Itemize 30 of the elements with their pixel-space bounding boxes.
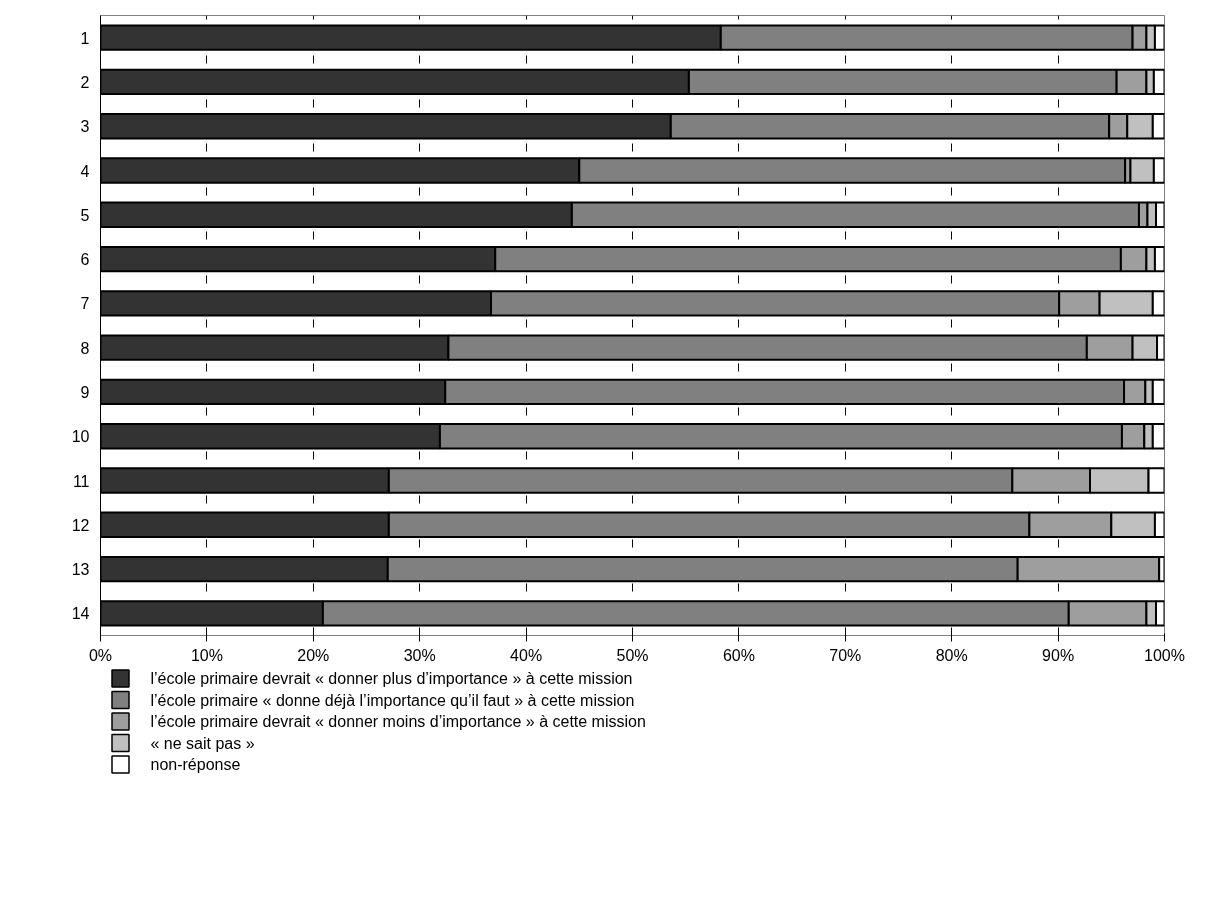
- y-tick-label: 12: [71, 516, 90, 534]
- y-tick-label: 14: [71, 605, 90, 623]
- x-tick-label: 90%: [1042, 646, 1075, 664]
- legend-label: l’école primaire devrait « donner plus d’importance » à cette mission: [150, 670, 633, 687]
- x-tick-label: 50%: [616, 646, 649, 664]
- x-tick-label: 100%: [1144, 646, 1185, 664]
- x-tick-label: 30%: [403, 646, 436, 664]
- x-tick-label: 70%: [829, 646, 862, 664]
- y-tick-label: 2: [80, 73, 90, 91]
- x-tick-label: 0%: [88, 646, 113, 664]
- y-tick-label: 8: [80, 339, 90, 357]
- x-tick-label: 80%: [935, 646, 968, 664]
- y-tick-label: 10: [71, 428, 90, 446]
- y-tick-label: 4: [80, 162, 90, 180]
- x-tick-label: 40%: [510, 646, 543, 664]
- legend-label: non-réponse: [150, 756, 241, 773]
- x-tick-label: 60%: [722, 646, 755, 664]
- y-tick-label: 13: [71, 561, 90, 579]
- legend-label: l’école primaire devrait « donner moins d’importance » à cette mission: [150, 713, 646, 730]
- y-tick-label: 1: [80, 29, 90, 47]
- y-tick-label: 6: [80, 251, 90, 269]
- x-tick-label: 20%: [297, 646, 330, 664]
- y-tick-label: 9: [80, 383, 90, 401]
- x-tick-label: 10%: [190, 646, 223, 664]
- y-tick-label: 5: [80, 206, 90, 224]
- y-tick-label: 3: [80, 118, 90, 136]
- legend-label: « ne sait pas »: [150, 734, 255, 752]
- y-tick-label: 11: [72, 472, 90, 490]
- y-tick-label: 7: [80, 295, 90, 313]
- legend-label: l’école primaire « donne déjà l’importance qu’il faut » à cette mission: [150, 691, 635, 709]
